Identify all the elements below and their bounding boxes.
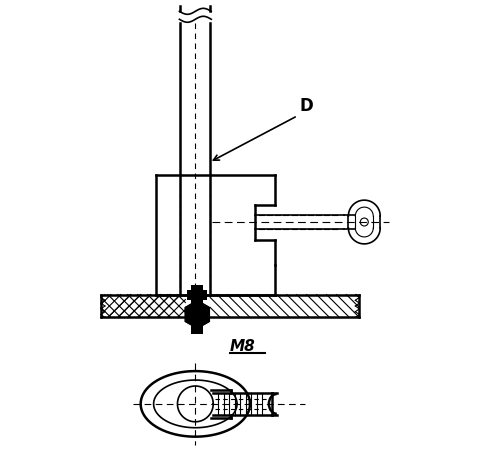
Polygon shape	[186, 301, 210, 328]
Bar	[192, 285, 203, 334]
Bar	[188, 290, 208, 300]
Text: M8: M8	[230, 339, 256, 354]
Text: D: D	[300, 97, 314, 115]
